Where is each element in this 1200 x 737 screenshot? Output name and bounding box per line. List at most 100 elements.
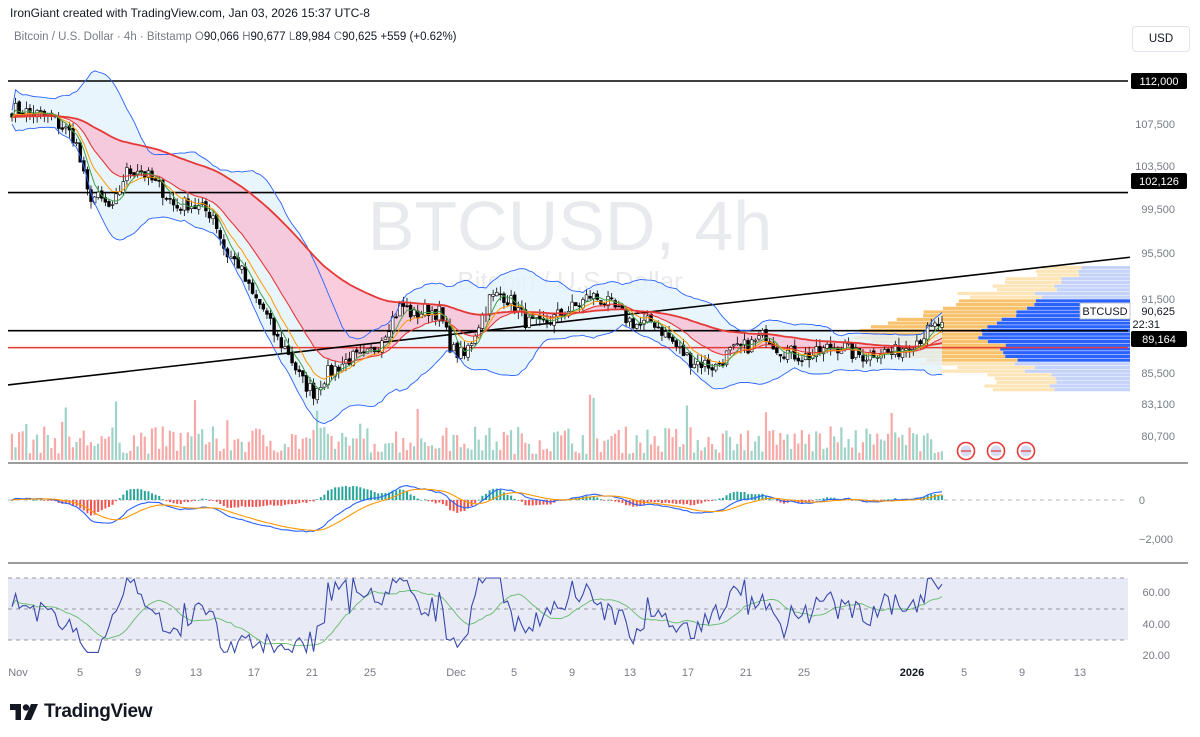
macd-histogram-bar [499, 489, 502, 500]
volume-bar [280, 450, 283, 460]
volume-profile-row-down [1049, 384, 1130, 388]
price-axis-tick-label: 107,500 [1135, 119, 1175, 131]
candle-body [480, 313, 485, 329]
volume-bar [865, 428, 868, 460]
volume-bar [876, 433, 879, 460]
candle-body [753, 339, 757, 342]
volume-bar [39, 452, 42, 460]
volume-bar [308, 438, 312, 460]
macd-histogram-bar [247, 500, 250, 507]
macd-histogram-bar [829, 497, 832, 500]
macd-histogram-bar [596, 497, 599, 500]
macd-histogram-bar [463, 500, 466, 512]
volume-profile-row-down [1056, 380, 1130, 384]
volume-bar [535, 453, 538, 460]
macd-histogram-bar [625, 500, 628, 506]
volume-profile-row-up [923, 314, 1017, 318]
macd-histogram-bar [441, 500, 444, 505]
candle-body [749, 339, 754, 353]
volume-bar [147, 453, 150, 460]
volume-bar [251, 430, 254, 460]
candle-body [276, 333, 280, 337]
macd-histogram-bar [362, 488, 365, 500]
volume-bar [811, 451, 814, 460]
candle-body [685, 352, 689, 356]
volume-bar [93, 445, 96, 460]
volume-bar [89, 442, 92, 460]
macd-histogram-bar [750, 493, 753, 500]
candle-body [900, 348, 905, 358]
volume-bar [265, 446, 268, 460]
candle-body [218, 230, 222, 239]
macd-histogram-bar [398, 489, 401, 500]
us-flag-event-icon[interactable] [956, 441, 976, 461]
candle-body [886, 348, 890, 353]
currency-button[interactable]: USD [1132, 26, 1190, 52]
ma-long-line [11, 115, 943, 348]
tradingview-logo[interactable]: TradingView [10, 700, 153, 724]
volume-bar [592, 397, 595, 460]
volume-profile-row-up [942, 306, 1028, 310]
volume-bar [337, 441, 340, 460]
macd-histogram-bar [456, 500, 459, 513]
volume-profile-row-down [1005, 343, 1130, 347]
volume-bar [172, 431, 175, 460]
macd-histogram-bar [312, 500, 315, 502]
macd-histogram-bar [743, 491, 746, 500]
high-label: H [242, 31, 251, 43]
candle-body [107, 201, 111, 207]
rsi-line [11, 576, 943, 655]
volume-bar [804, 443, 807, 460]
macd-histogram-bar [287, 500, 290, 505]
candle-body [469, 343, 474, 346]
volume-bar [10, 433, 13, 460]
price-level-badge [1131, 73, 1187, 89]
macd-histogram-bar [747, 494, 750, 500]
volume-bar [843, 447, 847, 460]
candle-body [290, 352, 294, 364]
volume-bar [107, 436, 110, 460]
volume-bar [258, 429, 261, 460]
macd-histogram-bar [111, 500, 114, 505]
candle-body [688, 353, 693, 368]
candle-body [258, 299, 262, 305]
candle-body [800, 360, 804, 362]
macd-histogram-bar [542, 500, 545, 505]
macd-histogram-bar [168, 500, 171, 503]
macd-histogram-bar [154, 494, 157, 500]
candle-body [502, 293, 506, 303]
macd-histogram-bar [678, 500, 681, 504]
candle-body [577, 305, 582, 308]
us-flag-event-icon[interactable] [986, 441, 1006, 461]
volume-bar [229, 450, 233, 460]
volume-bar [438, 447, 441, 460]
symbol-name[interactable]: Bitcoin / U.S. Dollar · 4h · Bitstamp [14, 31, 192, 43]
us-flag-event-icon[interactable] [1016, 441, 1036, 461]
volume-bar [563, 430, 566, 460]
volume-profile-row-up [1035, 269, 1079, 273]
volume-bar [897, 437, 900, 460]
volume-bar [448, 450, 452, 460]
volume-bar [359, 423, 362, 460]
volume-bar [868, 434, 872, 460]
volume-bar [477, 439, 480, 460]
macd-histogram-bar [765, 495, 768, 500]
candle-body [225, 248, 230, 258]
volume-profile-row-down [1003, 351, 1130, 355]
volume-bar [319, 427, 322, 460]
volume-bar [545, 448, 549, 460]
macd-histogram-bar [668, 500, 671, 504]
candle-body [265, 310, 269, 315]
macd-histogram-bar [86, 500, 89, 514]
candle-body [742, 339, 747, 346]
macd-histogram-bar [273, 500, 276, 506]
volume-profile-row-up [1041, 266, 1082, 270]
macd-histogram-bar [118, 498, 121, 500]
volume-bar [445, 427, 448, 460]
macd-histogram-bar [686, 500, 689, 505]
volume-bar [380, 451, 383, 460]
volume-bar [588, 394, 592, 460]
price-axis-tick-label: 91,500 [1141, 294, 1175, 306]
economic-events[interactable] [956, 441, 1036, 461]
